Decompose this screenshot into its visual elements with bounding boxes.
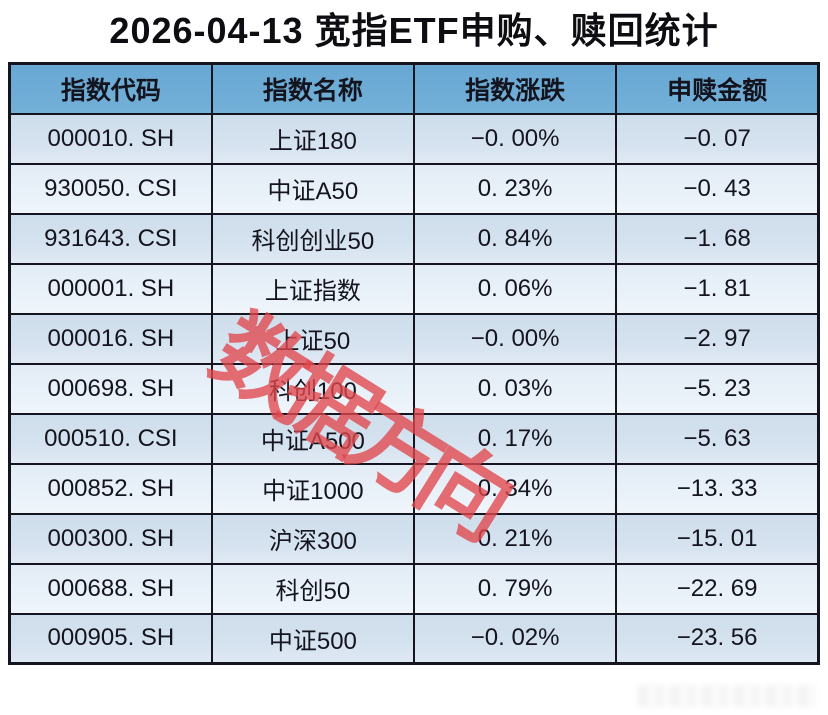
column-header-index-code: 指数代码: [8, 62, 213, 115]
cell-change: 0. 21%: [412, 512, 618, 565]
table-row: 000300. SH 沪深300 0. 21% −15. 01: [8, 512, 820, 565]
cell-name: 科创100: [210, 362, 416, 415]
cell-change: 0. 06%: [412, 262, 618, 315]
cell-code: 000688. SH: [8, 562, 213, 615]
column-header-index-change: 指数涨跌: [412, 62, 618, 115]
table-body: 000010. SH 上证180 −0. 00% −0. 07 930050. CSI 中…: [8, 112, 820, 665]
cell-code: 000010. SH: [8, 112, 213, 165]
column-header-index-name: 指数名称: [210, 62, 416, 115]
cell-change: 0. 17%: [412, 412, 618, 465]
cell-change: −0. 02%: [412, 612, 618, 665]
cell-name: 中证A500: [210, 412, 416, 465]
cell-name: 上证180: [210, 112, 416, 165]
table-row: 000852. SH 中证1000 0. 34% −13. 33: [8, 462, 820, 515]
etf-statistics-table: 指数代码 指数名称 指数涨跌 申赎金额 000010. SH 上证180 −0. 0…: [8, 62, 820, 666]
cell-amount: −2. 97: [615, 312, 820, 365]
cell-code: 000300. SH: [8, 512, 213, 565]
cell-change: 0. 34%: [412, 462, 618, 515]
cell-name: 上证50: [210, 312, 416, 365]
table-row: 000010. SH 上证180 −0. 00% −0. 07: [8, 112, 820, 165]
cell-amount: −23. 56: [615, 612, 820, 665]
cell-amount: −5. 63: [615, 412, 820, 465]
table-row: 000698. SH 科创100 0. 03% −5. 23: [8, 362, 820, 415]
cell-code: 000698. SH: [8, 362, 213, 415]
cell-name: 中证500: [210, 612, 416, 665]
cell-code: 000905. SH: [8, 612, 213, 665]
cell-change: 0. 23%: [412, 162, 618, 215]
table-row: 000510. CSI 中证A500 0. 17% −5. 63: [8, 412, 820, 465]
page-title: 2026-04-13 宽指ETF申购、赎回统计: [109, 10, 719, 51]
table-row: 000016. SH 上证50 −0. 00% −2. 97: [8, 312, 820, 365]
cell-change: 0. 79%: [412, 562, 618, 615]
cell-name: 科创50: [210, 562, 416, 615]
cell-amount: −15. 01: [615, 512, 820, 565]
table-row: 000905. SH 中证500 −0. 02% −23. 56: [8, 612, 820, 665]
column-header-net-amount: 申赎金额: [615, 62, 820, 115]
cell-name: 中证A50: [210, 162, 416, 215]
cell-change: 0. 84%: [412, 212, 618, 265]
cell-name: 科创创业50: [210, 212, 416, 265]
cell-amount: −22. 69: [615, 562, 820, 615]
cell-name: 中证1000: [210, 462, 416, 515]
table-row: 930050. CSI 中证A50 0. 23% −0. 43: [8, 162, 820, 215]
cell-code: 000001. SH: [8, 262, 213, 315]
cell-change: −0. 00%: [412, 312, 618, 365]
cell-amount: −0. 07: [615, 112, 820, 165]
cell-change: 0. 03%: [412, 362, 618, 415]
table-row: 931643. CSI 科创创业50 0. 84% −1. 68: [8, 212, 820, 265]
table-row: 000688. SH 科创50 0. 79% −22. 69: [8, 562, 820, 615]
cell-amount: −1. 68: [615, 212, 820, 265]
cell-name: 沪深300: [210, 512, 416, 565]
table-row: 000001. SH 上证指数 0. 06% −1. 81: [8, 262, 820, 315]
header-row: 指数代码 指数名称 指数涨跌 申赎金额: [8, 62, 820, 115]
faint-watermark: [638, 685, 816, 707]
cell-code: 931643. CSI: [8, 212, 213, 265]
cell-code: 000510. CSI: [8, 412, 213, 465]
cell-amount: −5. 23: [615, 362, 820, 415]
cell-amount: −13. 33: [615, 462, 820, 515]
cell-code: 000852. SH: [8, 462, 213, 515]
table-header: 指数代码 指数名称 指数涨跌 申赎金额: [8, 62, 820, 115]
cell-amount: −0. 43: [615, 162, 820, 215]
cell-change: −0. 00%: [412, 112, 618, 165]
cell-code: 000016. SH: [8, 312, 213, 365]
cell-code: 930050. CSI: [8, 162, 213, 215]
cell-amount: −1. 81: [615, 262, 820, 315]
cell-name: 上证指数: [210, 262, 416, 315]
